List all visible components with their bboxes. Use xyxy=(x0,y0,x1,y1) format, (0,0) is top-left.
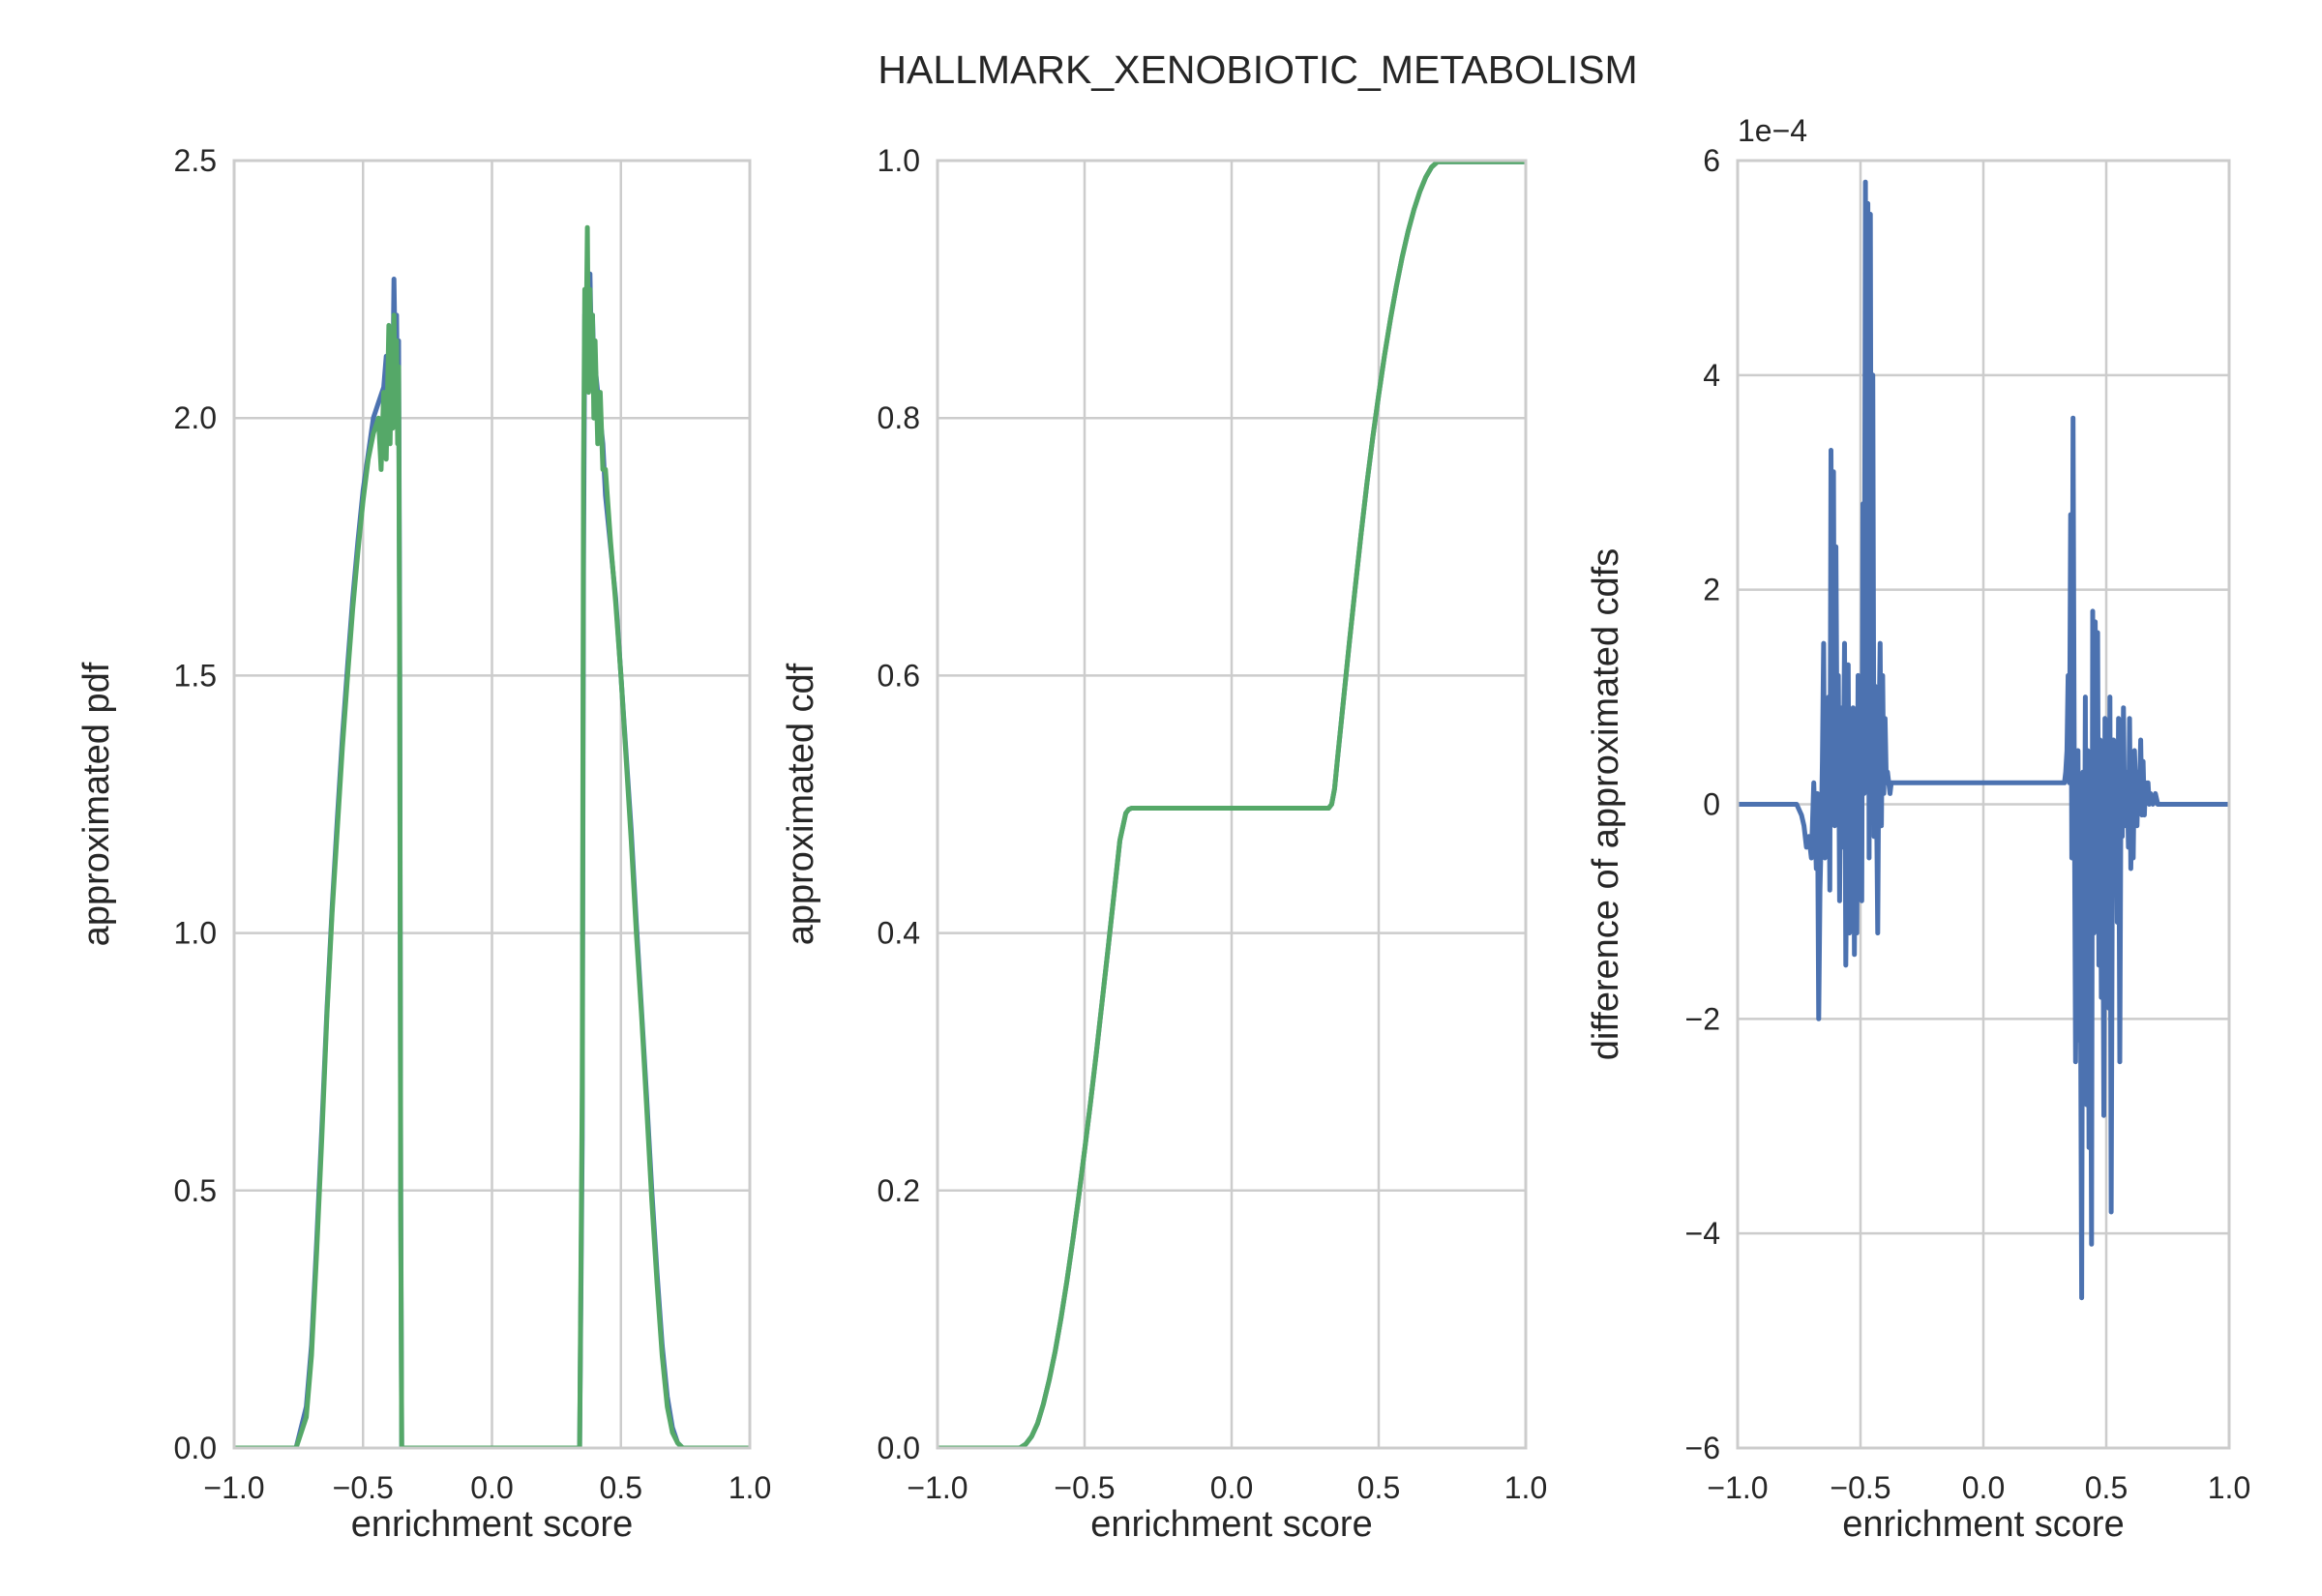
x-tick-label: 0.0 xyxy=(1210,1470,1253,1505)
y-tick-label: 0.0 xyxy=(174,1431,217,1465)
y-tick-label: 0 xyxy=(1703,787,1720,822)
x-axis-label: enrichment score xyxy=(1090,1504,1372,1545)
y-tick-label: 2 xyxy=(1703,573,1720,607)
x-tick-label: −0.5 xyxy=(1054,1470,1115,1505)
x-tick-label: −1.0 xyxy=(203,1470,264,1505)
series-line-2 xyxy=(234,224,750,1448)
y-tick-label: 2.0 xyxy=(174,400,217,435)
y-tick-label: 1.5 xyxy=(174,658,217,693)
x-tick-label: −0.5 xyxy=(333,1470,394,1505)
y-tick-label: 4 xyxy=(1703,358,1720,393)
x-tick-label: 1.0 xyxy=(1504,1470,1547,1505)
series-line-2 xyxy=(938,161,1526,1448)
x-tick-label: 0.0 xyxy=(470,1470,513,1505)
subplot-1: −1.0 −0.5 0.0 0.5 1.0 0.0 0.5 1.0 1.5 2.0 2.5 enric… xyxy=(76,143,771,1545)
x-tick-label: −1.0 xyxy=(1707,1470,1768,1505)
axes-frame xyxy=(1736,159,2231,1450)
axes-frame xyxy=(936,159,1528,1450)
y-tick-label: 0.6 xyxy=(878,658,920,693)
y-tick-label: 6 xyxy=(1703,143,1720,178)
x-tick-label: 1.0 xyxy=(729,1470,771,1505)
x-tick-label: 0.5 xyxy=(1357,1470,1400,1505)
y-tick-label: −4 xyxy=(1685,1216,1720,1251)
x-tick-label: −0.5 xyxy=(1830,1470,1890,1505)
x-tick-label: −1.0 xyxy=(907,1470,968,1505)
series-line-1 xyxy=(1738,179,2229,1301)
y-tick-label: 0.2 xyxy=(878,1173,920,1208)
x-tick-label: 0.0 xyxy=(1962,1470,2005,1505)
y-tick-label: 0.0 xyxy=(878,1431,920,1465)
y-tick-label: 1.0 xyxy=(174,916,217,951)
y-offset-label: 1e−4 xyxy=(1738,113,1807,148)
y-axis-label: difference of approximated cdfs xyxy=(1586,548,1626,1061)
subplot-3: −1.0 −0.5 0.0 0.5 1.0 −6 −4 −2 0 2 4 6 enrichment sc… xyxy=(1586,113,2250,1545)
figure-title: HALLMARK_XENOBIOTIC_METABOLISM xyxy=(878,47,1637,92)
y-tick-label: 1.0 xyxy=(878,143,920,178)
x-tick-label: 1.0 xyxy=(2208,1470,2250,1505)
x-axis-label: enrichment score xyxy=(351,1504,633,1545)
axes-frame xyxy=(232,159,752,1450)
subplot-2: −1.0 −0.5 0.0 0.5 1.0 0.0 0.2 0.4 0.6 0.8 1.0 enric… xyxy=(781,143,1547,1545)
y-axis-label: approximated cdf xyxy=(781,663,821,945)
x-tick-label: 0.5 xyxy=(2085,1470,2128,1505)
y-tick-label: −2 xyxy=(1685,1001,1720,1036)
y-tick-label: 0.5 xyxy=(174,1173,217,1208)
y-tick-label: 0.8 xyxy=(878,400,920,435)
x-tick-label: 0.5 xyxy=(600,1470,642,1505)
y-tick-label: −6 xyxy=(1685,1431,1720,1465)
subplots: −1.0 −0.5 0.0 0.5 1.0 0.0 0.5 1.0 1.5 2.0 2.5 enric… xyxy=(76,113,2250,1545)
y-tick-label: 2.5 xyxy=(174,143,217,178)
y-tick-label: 0.4 xyxy=(878,916,920,951)
y-axis-label: approximated pdf xyxy=(76,662,117,946)
x-axis-label: enrichment score xyxy=(1842,1504,2124,1545)
